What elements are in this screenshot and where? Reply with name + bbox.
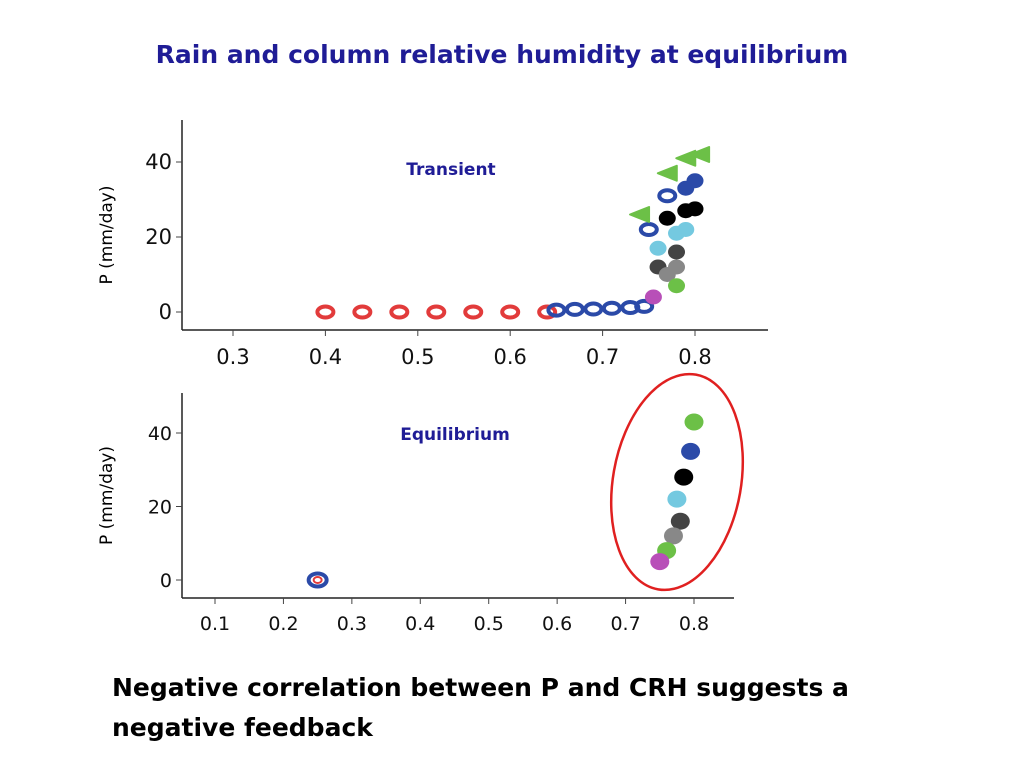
data-point bbox=[689, 146, 711, 163]
data-point bbox=[638, 222, 659, 237]
x-tick-label: 0.6 bbox=[493, 345, 526, 369]
panel-title: Equilibrium bbox=[400, 425, 510, 445]
x-tick-label: 0.3 bbox=[216, 345, 249, 369]
data-point bbox=[684, 413, 704, 431]
data-point bbox=[389, 304, 410, 320]
x-tick-label: 0.2 bbox=[268, 613, 298, 635]
data-point bbox=[601, 300, 622, 316]
data-point bbox=[668, 278, 686, 294]
data-point bbox=[663, 527, 683, 545]
data-point bbox=[315, 304, 336, 320]
x-tick-label: 0.3 bbox=[337, 613, 367, 635]
x-tick-label: 0.7 bbox=[586, 345, 619, 369]
data-point bbox=[681, 442, 701, 460]
data-point bbox=[668, 244, 686, 260]
y-tick-label: 0 bbox=[160, 570, 172, 592]
data-point bbox=[668, 259, 686, 275]
data-point bbox=[667, 490, 687, 508]
x-tick-label: 0.8 bbox=[678, 345, 711, 369]
data-point bbox=[352, 304, 373, 320]
y-tick-label: 20 bbox=[145, 225, 172, 249]
x-tick-label: 0.4 bbox=[309, 345, 342, 369]
data-point bbox=[312, 576, 323, 584]
x-tick-label: 0.7 bbox=[610, 613, 640, 635]
data-point bbox=[463, 304, 484, 320]
y-axis-label: P (mm/day) bbox=[97, 185, 117, 284]
y-tick-label: 40 bbox=[148, 423, 172, 445]
highlight-ellipse bbox=[609, 372, 745, 592]
data-point bbox=[564, 301, 585, 317]
data-point bbox=[546, 302, 567, 318]
data-point bbox=[656, 164, 678, 182]
data-point bbox=[674, 468, 694, 486]
y-tick-label: 40 bbox=[145, 150, 172, 174]
data-point bbox=[537, 304, 558, 320]
data-point bbox=[644, 289, 662, 305]
conclusion-text: Negative correlation between P and CRH s… bbox=[112, 673, 849, 742]
data-point bbox=[306, 571, 329, 589]
data-point bbox=[583, 301, 604, 317]
x-tick-label: 0.5 bbox=[474, 613, 504, 635]
x-tick-label: 0.4 bbox=[405, 613, 435, 635]
data-point bbox=[426, 304, 447, 320]
data-point bbox=[629, 206, 651, 223]
data-point bbox=[686, 201, 704, 217]
data-point bbox=[686, 173, 704, 189]
y-tick-label: 0 bbox=[159, 300, 172, 324]
data-point bbox=[657, 188, 678, 204]
slide-title: Rain and column relative humidity at equ… bbox=[155, 40, 849, 69]
data-point bbox=[677, 222, 695, 237]
data-point bbox=[670, 512, 690, 530]
y-tick-label: 20 bbox=[148, 497, 172, 519]
x-tick-label: 0.8 bbox=[679, 613, 709, 635]
data-point bbox=[650, 553, 670, 571]
x-tick-label: 0.1 bbox=[200, 613, 230, 635]
x-tick-label: 0.6 bbox=[542, 613, 572, 635]
data-point bbox=[634, 298, 655, 314]
data-point bbox=[658, 210, 676, 226]
panel-title: Transient bbox=[406, 160, 495, 180]
x-tick-label: 0.5 bbox=[401, 345, 434, 369]
data-point bbox=[500, 304, 521, 320]
data-point bbox=[649, 240, 667, 256]
y-axis-label: P (mm/day) bbox=[97, 446, 117, 545]
